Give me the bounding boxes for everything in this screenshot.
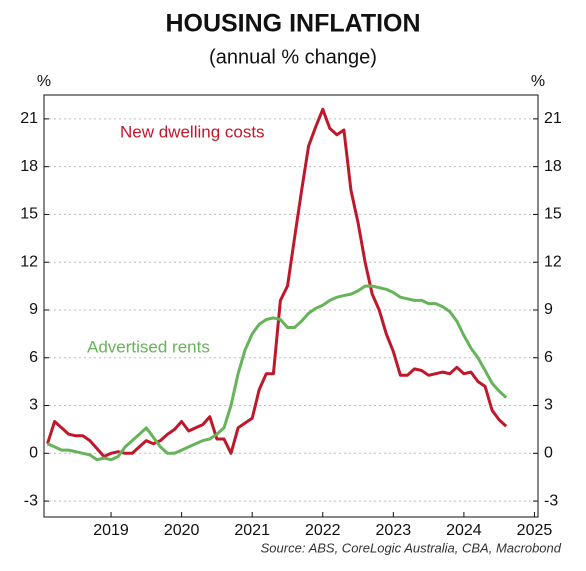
y-tick-label: 6 [544, 349, 553, 366]
x-tick-label: 2025 [517, 522, 553, 539]
y-tick-label: -3 [544, 492, 558, 509]
y-tick-label: 12 [544, 253, 562, 270]
y-tick-label: 21 [20, 110, 38, 127]
y-tick-label: 3 [544, 397, 553, 414]
series-line [46, 107, 508, 458]
series-label: Advertised rents [87, 337, 210, 356]
series-line [46, 284, 508, 462]
x-tick-label: 2020 [164, 522, 200, 539]
y-tick-label: -3 [24, 492, 38, 509]
x-tick-label: 2021 [234, 522, 270, 539]
chart-title: HOUSING INFLATION [165, 10, 420, 38]
y-tick-label: 0 [544, 445, 553, 462]
chart-subtitle: (annual % change) [209, 46, 377, 68]
x-tick-label: 2019 [93, 522, 129, 539]
y-tick-label: 3 [29, 397, 38, 414]
y-tick-label: 18 [20, 158, 38, 175]
y-tick-label: 15 [544, 206, 562, 223]
y-tick-label: 21 [544, 110, 562, 127]
x-tick-label: 2023 [376, 522, 412, 539]
y-tick-label: 18 [544, 158, 562, 175]
y-tick-label: 0 [29, 445, 38, 462]
y-tick-label: 9 [544, 301, 553, 318]
y-tick-label: 9 [29, 301, 38, 318]
y-tick-label: 12 [20, 253, 38, 270]
y-tick-label: 15 [20, 206, 38, 223]
source-note: Source: ABS, CoreLogic Australia, CBA, M… [261, 540, 562, 555]
series-label: New dwelling costs [120, 122, 265, 141]
y-unit-right: % [531, 73, 545, 90]
plot-frame [43, 94, 539, 518]
y-tick-label: 6 [29, 349, 38, 366]
x-tick-label: 2022 [305, 522, 341, 539]
x-tick-label: 2024 [446, 522, 482, 539]
y-unit-left: % [37, 73, 51, 90]
